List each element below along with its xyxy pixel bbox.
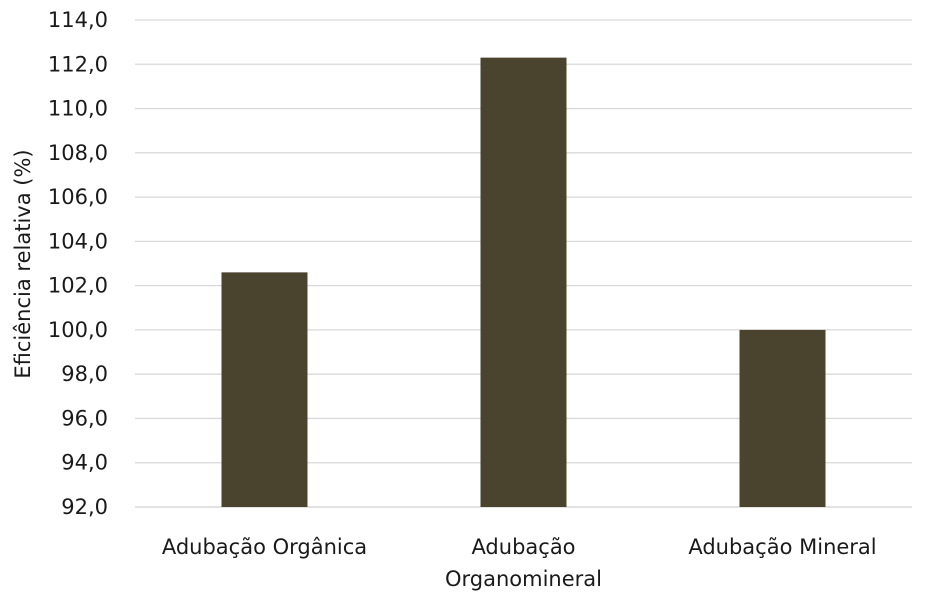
bar	[739, 329, 826, 507]
y-axis-title: Eficiência relativa (%)	[11, 149, 35, 378]
y-tick-label: 96,0	[61, 406, 108, 430]
x-category-label: Adubação Orgânica	[162, 535, 367, 559]
y-tick-label: 98,0	[61, 362, 108, 386]
y-tick-label: 102,0	[48, 274, 108, 298]
y-tick-label: 110,0	[48, 97, 108, 121]
x-axis-category-labels: Adubação Orgânica Adubação Organomineral Ad…	[162, 535, 877, 591]
bar	[480, 57, 567, 508]
y-tick-label: 106,0	[48, 185, 108, 209]
x-category-label: Adubação	[471, 535, 575, 559]
y-axis-tick-labels: 92,0 94,0 96,0 98,0 100,0 102,0 104,0 106,0 108,…	[48, 8, 108, 519]
x-category-label: Adubação Mineral	[688, 535, 876, 559]
y-tick-label: 94,0	[61, 451, 108, 475]
x-category-label: Organomineral	[445, 567, 602, 591]
y-tick-label: 92,0	[61, 495, 108, 519]
bars	[221, 57, 826, 508]
y-tick-label: 100,0	[48, 318, 108, 342]
y-tick-label: 112,0	[48, 52, 108, 76]
y-tick-label: 114,0	[48, 8, 108, 32]
y-tick-label: 104,0	[48, 229, 108, 253]
bar	[221, 272, 308, 507]
y-tick-label: 108,0	[48, 141, 108, 165]
